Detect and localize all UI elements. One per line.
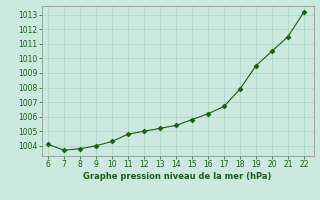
X-axis label: Graphe pression niveau de la mer (hPa): Graphe pression niveau de la mer (hPa) <box>84 172 272 181</box>
